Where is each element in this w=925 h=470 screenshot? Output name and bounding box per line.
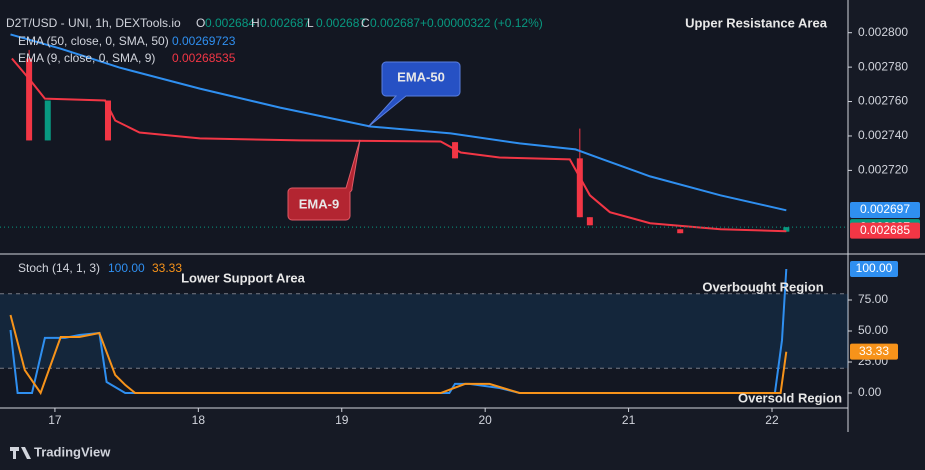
- y-tick-label: 0.002720: [858, 163, 908, 177]
- value-tag-label: 100.00: [856, 261, 893, 275]
- candle-body: [576, 158, 583, 218]
- ohlc-label: C: [361, 16, 370, 30]
- legend-value: 0.00269723: [172, 34, 236, 48]
- series-line: [10, 33, 787, 212]
- annotation: Upper Resistance Area: [685, 15, 828, 30]
- annotation: EMA-50: [397, 69, 445, 84]
- legend-value: 0.00268535: [172, 51, 236, 65]
- series-line: [11, 57, 787, 233]
- y-tick-label: 50.00: [858, 323, 888, 337]
- candle-body: [26, 58, 33, 141]
- candle-body: [104, 100, 111, 141]
- price-tag-label: 0.002685: [860, 223, 910, 237]
- y-tick-label: 0.002760: [858, 94, 908, 108]
- ohlc-value: 0.002687: [260, 16, 310, 30]
- y-tick-label: 0.002740: [858, 128, 908, 142]
- ema50-callout: [367, 61, 461, 128]
- price-tag-label: 0.002697: [860, 202, 910, 216]
- ohlc-value: 0.002687: [370, 16, 420, 30]
- value-tag: [850, 261, 898, 278]
- x-tick-label: 20: [478, 413, 492, 427]
- legend-value: 100.00: [108, 261, 145, 275]
- annotation: Oversold Region: [738, 390, 842, 405]
- level-band: [0, 293, 848, 369]
- legend-name: EMA (50, close, 0, SMA, 50): [18, 34, 169, 48]
- logo-icon: [10, 447, 31, 459]
- legend-name: EMA (9, close, 0, SMA, 9): [18, 51, 155, 65]
- x-tick-label: 21: [622, 413, 636, 427]
- value-tag-label: 33.33: [859, 344, 889, 358]
- annotation: EMA-9: [299, 196, 339, 211]
- candle-body: [586, 217, 593, 226]
- x-tick-label: 22: [765, 413, 779, 427]
- x-tick-label: 17: [48, 413, 62, 427]
- candle-body: [44, 100, 51, 141]
- price-tag: [850, 222, 920, 239]
- y-tick-label: 0.002800: [858, 25, 908, 39]
- annotation: Overbought Region: [702, 279, 823, 294]
- ohlc-label: L: [307, 16, 314, 30]
- x-tick-label: 19: [335, 413, 349, 427]
- candle-body: [677, 229, 684, 234]
- legend-value: 33.33: [152, 261, 182, 275]
- y-tick-label: 75.00: [858, 292, 888, 306]
- chart-title: D2T/USD - UNI, 1h, DEXTools.io: [6, 16, 181, 30]
- price-tag: [850, 201, 920, 218]
- ohlc-label: H: [251, 16, 260, 30]
- x-tick-label: 18: [192, 413, 206, 427]
- ohlc-label: O: [196, 16, 205, 30]
- ohlc-value: 0.002684: [205, 16, 255, 30]
- annotation: Lower Support Area: [181, 270, 306, 285]
- watermark: TradingView: [34, 444, 111, 459]
- value-tag: [850, 343, 898, 360]
- series-line: [9, 314, 788, 396]
- chart-layer: 0.002800 0.002780 0.002760 0.002740 0.002720…: [0, 25, 920, 427]
- y-tick-label: 0.00: [858, 385, 882, 399]
- ema9-callout: [287, 139, 361, 221]
- candle-body: [783, 227, 790, 232]
- chart-title: Stoch (14, 1, 3): [18, 261, 100, 275]
- y-tick-label: 0.002780: [858, 59, 908, 73]
- ohlc-value: 0.002687: [316, 16, 366, 30]
- change-value: +0.00000322 (+0.12%): [420, 16, 543, 30]
